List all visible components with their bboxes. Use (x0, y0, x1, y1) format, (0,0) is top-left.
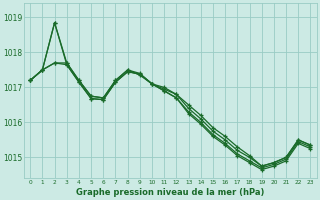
X-axis label: Graphe pression niveau de la mer (hPa): Graphe pression niveau de la mer (hPa) (76, 188, 265, 197)
